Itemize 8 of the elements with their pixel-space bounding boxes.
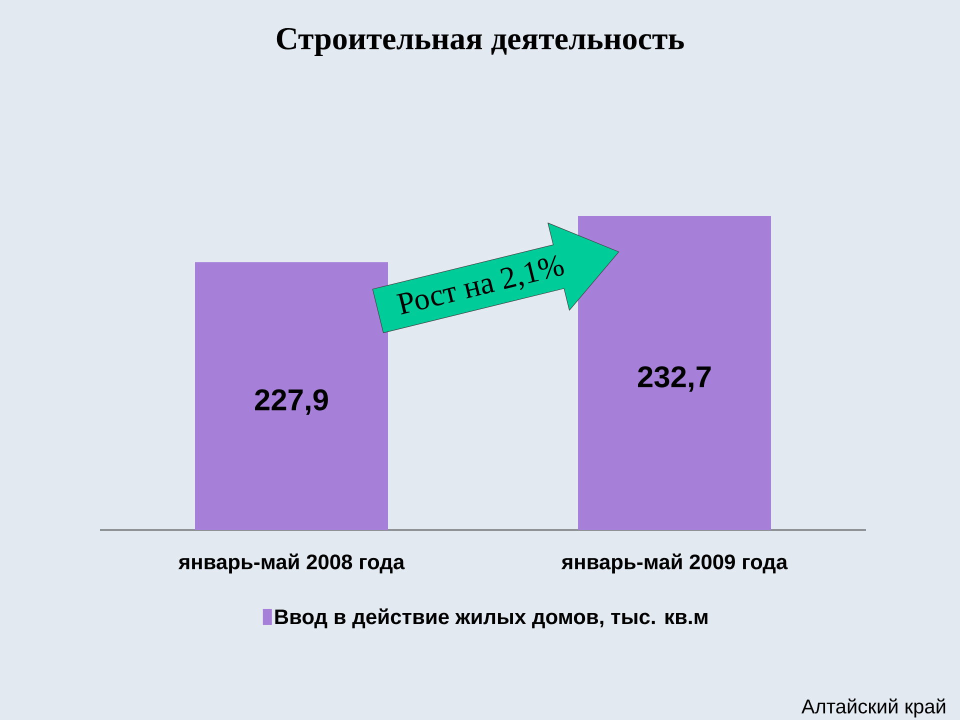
x-tick-label: январь-май 2009 года (561, 554, 788, 574)
x-tick-label: январь-май 2008 года (178, 554, 405, 574)
legend-label: Ввод в действие жилых домов, тыс. кв.м (275, 608, 708, 628)
data-label: 232,7 (638, 366, 711, 392)
annotation: Рост на 2,1% (396, 255, 564, 314)
text: Алтайский край (801, 698, 946, 718)
data-label: 227,9 (255, 389, 328, 415)
chart-title: Строительная деятельность (276, 28, 684, 56)
